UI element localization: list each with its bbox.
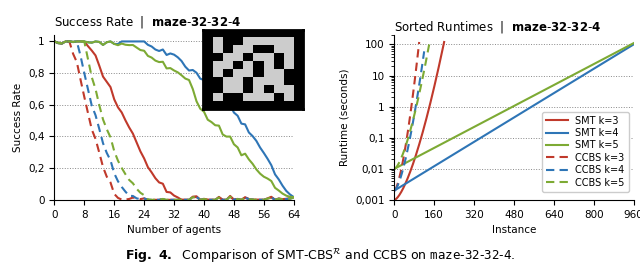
- Y-axis label: Runtime (seconds): Runtime (seconds): [339, 69, 349, 166]
- Y-axis label: Success Rate: Success Rate: [13, 83, 22, 152]
- X-axis label: Number of agents: Number of agents: [127, 225, 221, 235]
- Legend: SMT k=3, SMT k=4, SMT k=5, CCBS k=3, CCBS k=4, CCBS k=5: SMT k=3, SMT k=4, SMT k=5, CCBS k=3, CCB…: [543, 112, 628, 192]
- Text: Sorted Runtimes  |  $\mathbf{maze}$-$\mathbf{32}$-$\mathbf{32}$-$\mathbf{4}$: Sorted Runtimes | $\mathbf{maze}$-$\math…: [394, 19, 602, 35]
- X-axis label: Instance: Instance: [492, 225, 536, 235]
- Text: $\mathbf{Fig.\ 4.}$  Comparison of SMT-CBS$^{\mathcal{R}}$ and CCBS on $\mathtt{: $\mathbf{Fig.\ 4.}$ Comparison of SMT-CB…: [125, 247, 515, 265]
- Text: Success Rate  |  $\mathbf{maze}$-$\mathbf{32}$-$\mathbf{32}$-$\mathbf{4}$: Success Rate | $\mathbf{maze}$-$\mathbf{…: [54, 14, 242, 30]
